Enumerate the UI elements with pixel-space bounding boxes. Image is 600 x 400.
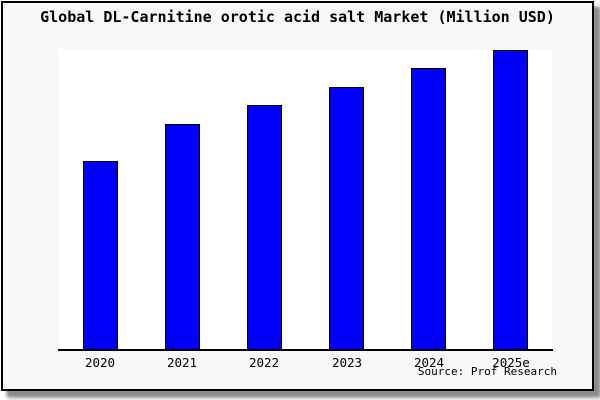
plot-area: [59, 49, 552, 350]
chart-title: Global DL-Carnitine orotic acid salt Mar…: [40, 8, 555, 26]
x-tick-label-2021: 2021: [166, 355, 198, 370]
bar-2021: [165, 124, 200, 350]
x-tick-label-2020: 2020: [84, 355, 116, 370]
bar-2023: [329, 87, 364, 350]
x-tick-label-2023: 2023: [331, 355, 363, 370]
x-axis-tick-labels: 2020 2021 2022 2023 2024 2025e: [59, 355, 552, 371]
source-note: Source: Prof Research: [417, 365, 557, 378]
x-tick-label-2024: 2024: [413, 355, 445, 370]
x-axis-line: [58, 349, 553, 351]
bar-2024: [411, 68, 446, 350]
x-tick-label-2022: 2022: [248, 355, 280, 370]
bar-2022: [247, 105, 282, 350]
bar-2020: [83, 161, 118, 350]
x-tick-label-2025e: 2025e: [492, 355, 530, 370]
bar-2025e: [493, 50, 528, 350]
